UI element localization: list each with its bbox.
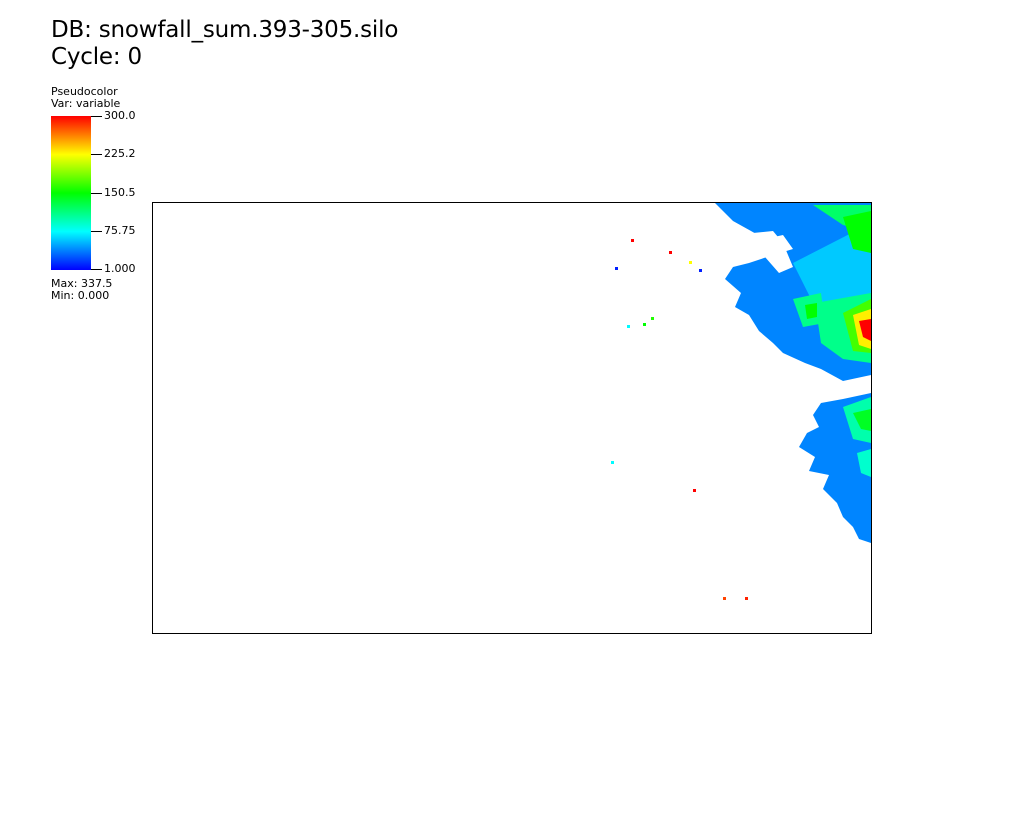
scattered-cell: [699, 269, 702, 272]
plot-area: [152, 202, 872, 634]
scattered-cell: [651, 317, 654, 320]
scattered-cell: [611, 461, 614, 464]
scattered-cell: [631, 239, 634, 242]
legend-tick-mark: [91, 269, 102, 270]
region-northeast-gradient: [859, 319, 871, 341]
scattered-cell: [627, 325, 630, 328]
legend-title: Pseudocolor: [51, 85, 118, 98]
legend-tick-label: 1.000: [104, 262, 136, 275]
legend-tick-mark: [91, 154, 102, 155]
scattered-cell: [693, 489, 696, 492]
scattered-cell: [615, 267, 618, 270]
legend-min: Min: 0.000: [51, 289, 110, 302]
db-title: DB: snowfall_sum.393-305.silo: [51, 17, 399, 43]
legend-variable: Var: variable: [51, 97, 121, 110]
region-northeast-gap: [753, 231, 793, 273]
region-northeast-gradient: [843, 211, 871, 253]
region-eastcentral-gradient: [857, 449, 871, 477]
plot-canvas: [611, 203, 871, 600]
region-eastcentral-gradient: [853, 409, 871, 431]
legend-tick-mark: [91, 193, 102, 194]
region-northeast-gradient: [805, 303, 817, 319]
legend-tick-mark: [91, 116, 102, 117]
scattered-cell: [643, 323, 646, 326]
legend-max: Max: 337.5: [51, 277, 113, 290]
cycle-label: Cycle: 0: [51, 44, 142, 70]
scattered-cell: [669, 251, 672, 254]
legend-tick-label: 75.75: [104, 224, 136, 237]
scattered-cell: [723, 597, 726, 600]
scattered-cells: [611, 239, 748, 600]
legend-tick-label: 225.2: [104, 147, 136, 160]
legend-tick-label: 150.5: [104, 186, 136, 199]
region-northeast-gradient: [793, 223, 871, 313]
legend-tick-mark: [91, 231, 102, 232]
scattered-cell: [689, 261, 692, 264]
snowfall-field: [715, 203, 871, 543]
scattered-cell: [745, 597, 748, 600]
legend-tick-label: 300.0: [104, 109, 136, 122]
legend-colorbar: [51, 116, 91, 270]
